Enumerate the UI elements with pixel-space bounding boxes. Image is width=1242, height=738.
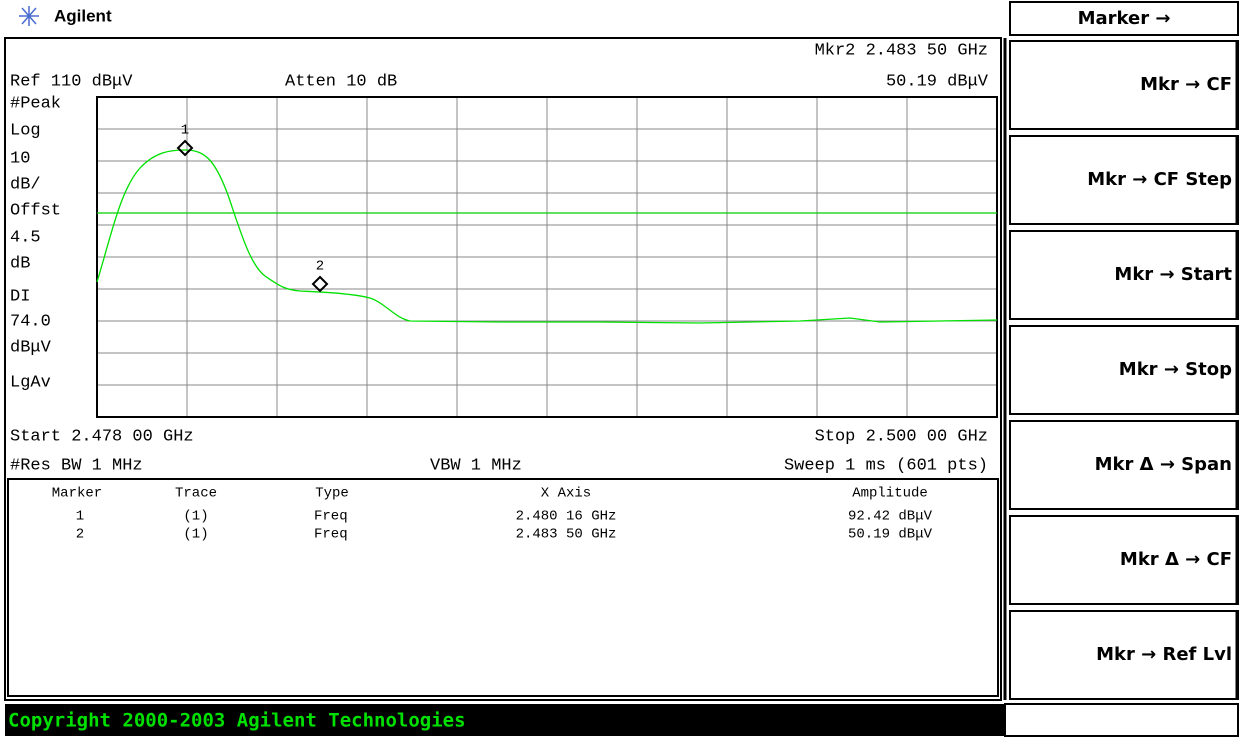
- softkey[interactable]: Mkr → Stop: [1009, 325, 1239, 415]
- left-label: 74.0: [10, 312, 51, 331]
- softkey-label: Mkr → CF: [1140, 74, 1232, 95]
- softkey[interactable]: Mkr Δ → CF: [1009, 515, 1239, 605]
- graticule-frame: [96, 96, 998, 418]
- sweep: Sweep 1 ms (601 pts): [784, 456, 988, 475]
- logo: [19, 6, 39, 26]
- left-label: 10: [10, 149, 30, 168]
- softkey[interactable]: Mkr → CF Step: [1009, 135, 1239, 225]
- softkey[interactable]: Mkr → Start: [1009, 230, 1239, 320]
- softkey[interactable]: Mkr → Ref Lvl: [1009, 610, 1239, 700]
- left-label: 4.5: [10, 228, 41, 247]
- softkeys: Mkr → CF Mkr → CF Step Mkr → Start Mkr → St…: [1009, 40, 1239, 700]
- table-cell: 2: [76, 527, 84, 543]
- vbw: VBW 1 MHz: [430, 456, 522, 475]
- left-label: DI: [10, 287, 30, 306]
- marker-readout: Mkr2 2.483 50 GHz: [815, 41, 988, 60]
- table-cell: (1): [183, 509, 208, 525]
- left-label: #Peak: [10, 94, 61, 113]
- softkey-title: Marker →: [1078, 8, 1171, 29]
- softkey-title-box: [1009, 1, 1239, 36]
- softkey-box: [1009, 135, 1239, 225]
- marker-tag: 2: [316, 259, 324, 275]
- column-header: Marker: [52, 486, 102, 502]
- marker-table: Marker Trace Type X Axis Amplitude 1 (1) Freq 2.…: [52, 486, 933, 543]
- table-cell: 92.42 dBμV: [848, 509, 933, 525]
- res-bw: #Res BW 1 MHz: [10, 456, 143, 475]
- table-cell: 50.19 dBμV: [848, 527, 933, 543]
- marker-2: [311, 275, 329, 293]
- softkey-label: Mkr → Start: [1114, 264, 1232, 285]
- table-cell: 2.483 50 GHz: [516, 527, 617, 543]
- marker-amplitude: 50.19 dBμV: [886, 72, 989, 91]
- left-label: dBμV: [10, 338, 52, 357]
- softkey-label: Mkr → CF Step: [1087, 169, 1232, 190]
- marker-1: [176, 139, 194, 157]
- status-right: [1004, 703, 1239, 737]
- trace: [96, 149, 998, 324]
- table-cell: Freq: [314, 509, 348, 525]
- table-cell: 2.480 16 GHz: [516, 509, 617, 525]
- softkey-box: [1009, 610, 1239, 700]
- table-cell: Freq: [314, 527, 348, 543]
- left-label: Offst: [10, 201, 61, 220]
- softkey-box: [1009, 325, 1239, 415]
- column-header: Amplitude: [852, 486, 928, 502]
- table-cell: 1: [76, 509, 84, 525]
- graticule: [97, 97, 997, 417]
- softkey-label: Mkr Δ → CF: [1120, 549, 1232, 570]
- left-label: dB/: [10, 175, 41, 194]
- brand: Agilent: [54, 6, 112, 25]
- column-header: X Axis: [541, 486, 591, 502]
- left-labels: #Peak Log 10 dB/Offst 4.5 dB DI 74.0 dBμV LgAv: [10, 94, 61, 392]
- left-label: dB: [10, 254, 30, 273]
- softkey-box: [1009, 420, 1239, 510]
- copyright: Copyright 2000-2003 Agilent Technologies: [8, 710, 466, 732]
- softkey[interactable]: Mkr Δ → Span: [1009, 420, 1239, 510]
- marker-tag: 1: [181, 123, 189, 139]
- attenuation: Atten 10 dB: [285, 72, 397, 91]
- column-header: Trace: [175, 486, 217, 502]
- softkey-label: Mkr Δ → Span: [1095, 454, 1232, 475]
- screen-frame: [4, 37, 1002, 701]
- left-label: LgAv: [10, 373, 51, 392]
- softkey-label: Mkr → Stop: [1119, 359, 1232, 380]
- left-label: Log: [10, 121, 41, 140]
- softkey[interactable]: Mkr → CF: [1009, 40, 1239, 130]
- softkey-label: Mkr → Ref Lvl: [1096, 644, 1232, 665]
- ref-level: Ref 110 dBμV: [10, 72, 133, 91]
- marker-table-frame: [7, 478, 999, 697]
- table-cell: (1): [183, 527, 208, 543]
- softkey-box: [1009, 230, 1239, 320]
- status-bar: [5, 704, 1005, 736]
- stop-freq: Stop 2.500 00 GHz: [815, 427, 988, 446]
- column-header: Type: [315, 486, 349, 502]
- start-freq: Start 2.478 00 GHz: [10, 427, 194, 446]
- softkey-box: [1009, 515, 1239, 605]
